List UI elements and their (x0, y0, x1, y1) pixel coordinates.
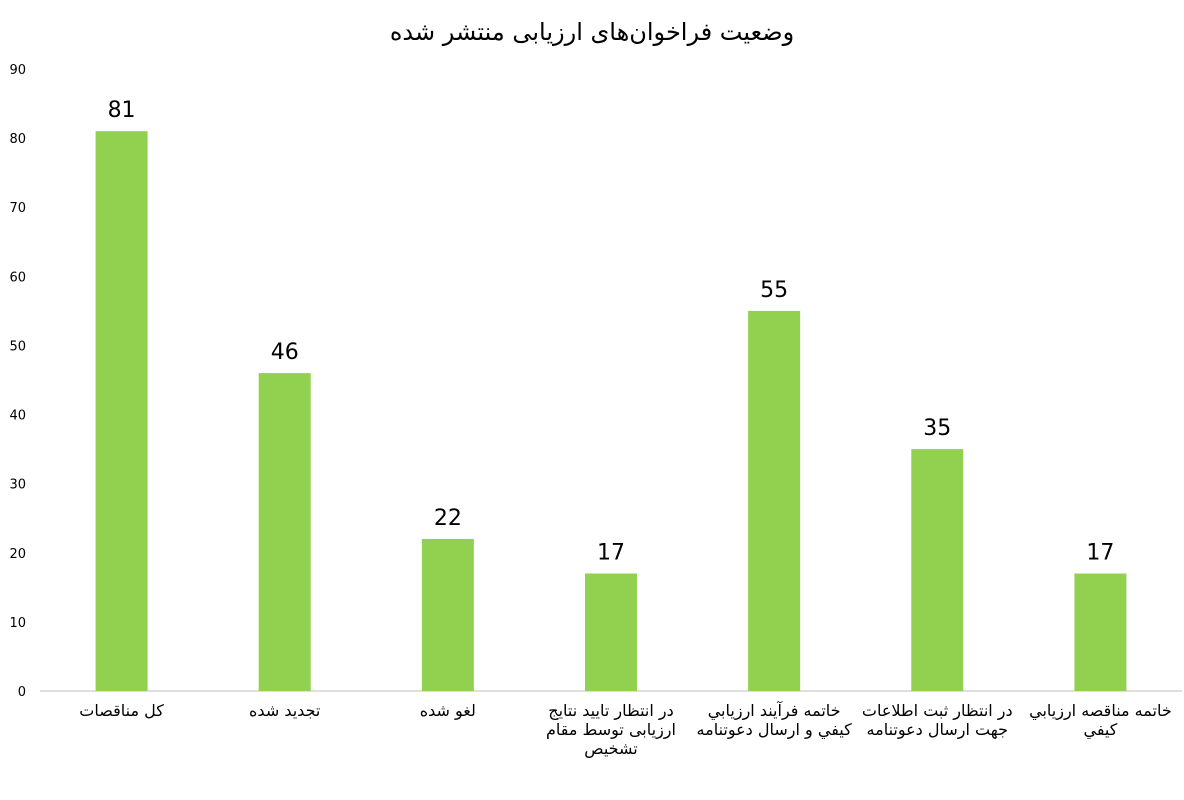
data-label: 17 (1086, 541, 1114, 566)
bar (748, 310, 801, 691)
data-label: 17 (597, 541, 625, 566)
data-label: 55 (760, 278, 788, 303)
x-category-label: خاتمه مناقصه ارزيابي كيفي (1029, 701, 1172, 739)
x-category-label: در انتظار تایید نتایج ارزیابی توسط مقام … (546, 701, 676, 758)
x-category-label: کل مناقصات (79, 701, 164, 720)
x-category-label: در انتظار ثبت اطلاعات جهت ارسال دعوتنامه (861, 701, 1013, 739)
y-tick-label: 20 (9, 547, 26, 562)
data-label: 46 (271, 340, 299, 365)
bar (95, 131, 148, 691)
bar (421, 538, 474, 691)
x-category-label: تجدید شده (249, 701, 321, 720)
x-category-label: لغو شده (419, 701, 476, 720)
data-label: 81 (108, 98, 136, 123)
y-tick-label: 90 (9, 63, 26, 78)
bar (258, 373, 311, 691)
x-category-label: خاتمه فرآیند ارزیابي كيفي و ارسال دعوتنا… (696, 701, 852, 739)
y-tick-label: 40 (9, 409, 26, 424)
y-tick-label: 80 (9, 132, 26, 147)
bar (585, 573, 637, 691)
y-tick-label: 0 (18, 685, 26, 700)
y-tick-label: 70 (9, 201, 26, 216)
bar (911, 449, 964, 691)
y-tick-label: 60 (9, 270, 26, 285)
chart-title: وضعیت فراخوان‌های ارزیابی منتشر شده (389, 18, 795, 46)
bar (1074, 573, 1127, 691)
y-tick-label: 30 (9, 478, 26, 493)
y-tick-label: 10 (9, 616, 26, 631)
data-label: 22 (434, 506, 462, 531)
data-label: 35 (923, 416, 951, 441)
y-tick-label: 50 (9, 339, 26, 354)
